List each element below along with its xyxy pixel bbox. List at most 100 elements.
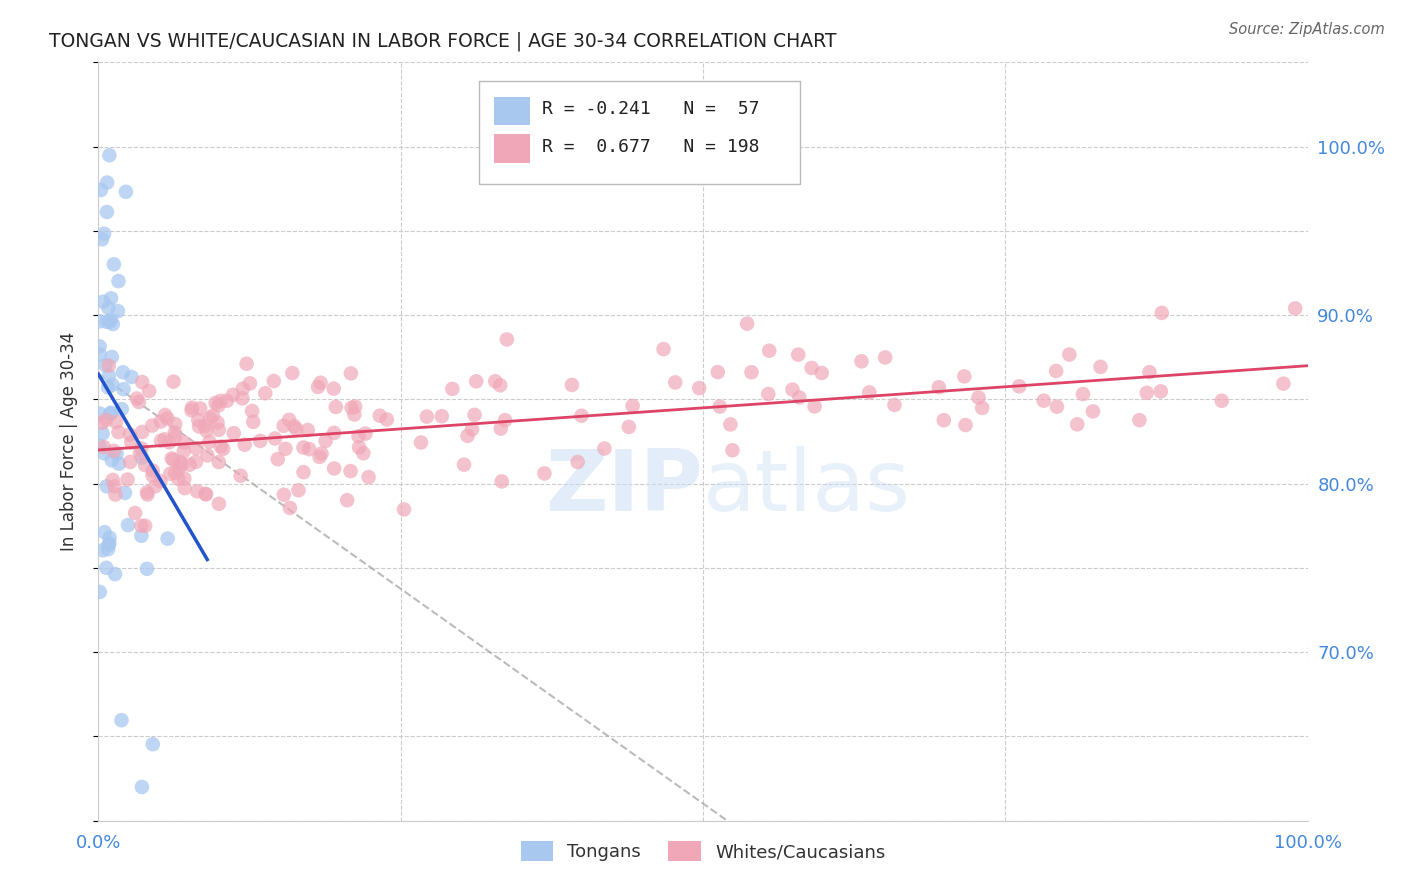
Point (325, 400, 347, 414)
Point (98, 148, 121, 162)
Point (162, 452, 184, 467)
Point (173, 444, 195, 458)
Point (162, 375, 184, 389)
Point (494, 413, 516, 427)
Point (93, 525, 115, 540)
Point (430, 409, 453, 424)
Point (307, 380, 329, 394)
Point (100, 291, 122, 305)
Point (128, 395, 150, 409)
Point (274, 442, 297, 456)
Point (340, 367, 363, 381)
Point (91, 426, 114, 441)
Point (323, 461, 346, 475)
Point (149, 415, 172, 429)
Point (787, 391, 810, 405)
Point (93, 440, 115, 454)
Point (1128, 413, 1150, 427)
Point (298, 442, 321, 457)
Point (278, 500, 301, 515)
Point (810, 366, 832, 380)
Point (163, 425, 186, 440)
Point (231, 392, 253, 406)
Point (416, 409, 439, 424)
Point (758, 343, 780, 358)
Point (153, 432, 176, 446)
Point (94, 358, 117, 372)
Point (197, 449, 219, 463)
Point (1090, 359, 1112, 374)
Point (1150, 384, 1173, 399)
Point (208, 455, 231, 469)
Point (167, 461, 190, 475)
Point (292, 465, 315, 479)
Point (97, 301, 120, 315)
Point (464, 408, 486, 422)
Point (114, 486, 136, 500)
Point (134, 458, 156, 472)
Point (339, 464, 361, 478)
Point (803, 400, 825, 414)
Point (179, 458, 201, 472)
Point (489, 378, 512, 392)
Text: TONGAN VS WHITE/CAUCASIAN IN LABOR FORCE | AGE 30-34 CORRELATION CHART: TONGAN VS WHITE/CAUCASIAN IN LABOR FORCE… (49, 31, 837, 51)
Point (150, 434, 173, 448)
Point (124, 506, 146, 520)
Point (89, 407, 111, 421)
Text: atlas: atlas (703, 445, 911, 529)
Text: R =  0.677   N = 198: R = 0.677 N = 198 (543, 137, 759, 155)
Point (254, 386, 277, 401)
Point (1284, 301, 1306, 316)
Point (107, 425, 129, 439)
Point (90, 183, 112, 197)
Point (457, 429, 479, 443)
Point (1032, 393, 1054, 408)
Point (120, 370, 142, 384)
Point (740, 365, 762, 379)
Bar (494, 96, 530, 126)
Point (392, 502, 415, 516)
Point (340, 401, 363, 415)
Point (207, 416, 229, 430)
Point (125, 392, 148, 406)
Point (111, 402, 134, 417)
Point (311, 446, 333, 460)
Point (129, 518, 152, 533)
Point (131, 425, 153, 439)
Point (131, 450, 153, 465)
Point (453, 458, 475, 472)
Point (107, 274, 129, 288)
Point (91, 232, 114, 246)
Point (91, 416, 114, 430)
Point (156, 532, 179, 546)
Point (489, 421, 512, 435)
Point (120, 455, 142, 469)
Point (111, 365, 134, 379)
Point (533, 467, 555, 481)
Point (103, 479, 125, 493)
Point (928, 380, 950, 394)
Point (621, 399, 644, 413)
Point (273, 488, 295, 502)
Point (235, 357, 257, 371)
Point (352, 446, 374, 460)
Point (170, 458, 193, 472)
Point (883, 398, 905, 412)
Point (561, 378, 583, 392)
Point (115, 185, 138, 199)
Point (709, 400, 731, 414)
Point (96, 315, 118, 329)
Point (184, 441, 207, 455)
Point (98, 407, 121, 421)
Point (117, 473, 139, 487)
Point (800, 360, 823, 375)
Point (858, 385, 880, 400)
Point (112, 382, 135, 396)
Point (131, 442, 153, 456)
Point (89, 339, 111, 353)
Point (208, 497, 231, 511)
Point (149, 474, 172, 488)
Point (309, 376, 332, 390)
Point (97, 359, 120, 373)
Point (368, 409, 391, 423)
